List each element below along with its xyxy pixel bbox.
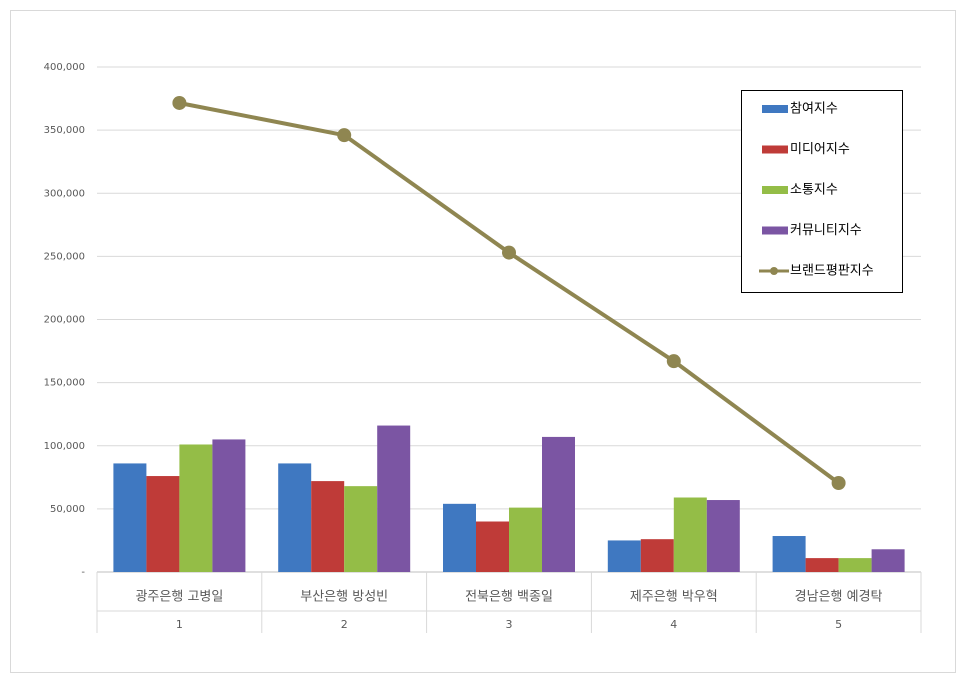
legend-swatch — [762, 186, 788, 194]
line-marker — [172, 95, 187, 110]
x-tick-number: 4 — [670, 618, 677, 631]
y-tick-label: 200,000 — [44, 315, 85, 326]
bar — [542, 436, 575, 572]
x-tick-label: 제주은행 박우혁 — [630, 589, 718, 605]
legend-swatch — [762, 226, 788, 235]
line-marker — [502, 245, 516, 260]
x-tick-number: 1 — [176, 618, 183, 631]
bar — [179, 444, 213, 572]
line-marker — [666, 354, 681, 369]
bar — [278, 463, 312, 572]
x-tick-number: 3 — [506, 618, 513, 631]
y-tick-label: 350,000 — [44, 125, 85, 136]
bar — [443, 503, 476, 572]
y-tick-label: 300,000 — [44, 188, 85, 199]
x-tick-number: 5 — [835, 618, 842, 631]
bar — [640, 539, 674, 572]
legend-swatch — [770, 267, 778, 275]
y-tick-label: 400,000 — [44, 62, 85, 73]
legend-label: 커뮤니티지수 — [790, 223, 862, 238]
bar — [212, 439, 246, 572]
bar — [311, 481, 345, 572]
line-marker — [337, 128, 352, 143]
bar — [146, 476, 180, 572]
line-marker — [831, 475, 846, 490]
x-tick-label: 전북은행 백종일 — [465, 589, 553, 605]
legend-label: 소통지수 — [790, 183, 838, 198]
legend-label: 브랜드평판지수 — [790, 264, 874, 279]
legend-label: 미디어지수 — [790, 142, 850, 157]
x-tick-label: 광주은행 고병일 — [135, 589, 223, 605]
bar — [113, 463, 147, 572]
bar — [838, 558, 872, 572]
bar — [673, 497, 707, 572]
legend-label: 참여지수 — [790, 102, 838, 117]
y-tick-label: 150,000 — [44, 378, 85, 389]
y-tick-label: - — [81, 567, 85, 578]
x-tick-number: 2 — [341, 618, 348, 631]
legend-swatch — [762, 105, 788, 113]
x-tick-label: 경남은행 예경탁 — [795, 589, 883, 605]
bar — [377, 425, 411, 572]
y-tick-label: 50,000 — [50, 504, 85, 515]
bar — [772, 536, 806, 572]
bar — [607, 540, 641, 572]
bar — [805, 558, 839, 572]
bar — [344, 486, 378, 572]
bar — [476, 521, 509, 572]
bar — [871, 549, 905, 572]
bar — [509, 507, 542, 572]
legend-swatch — [762, 145, 788, 154]
x-tick-label: 부산은행 방성빈 — [300, 589, 388, 605]
bar — [706, 500, 740, 572]
y-tick-label: 100,000 — [44, 441, 85, 452]
y-tick-label: 250,000 — [44, 251, 85, 262]
